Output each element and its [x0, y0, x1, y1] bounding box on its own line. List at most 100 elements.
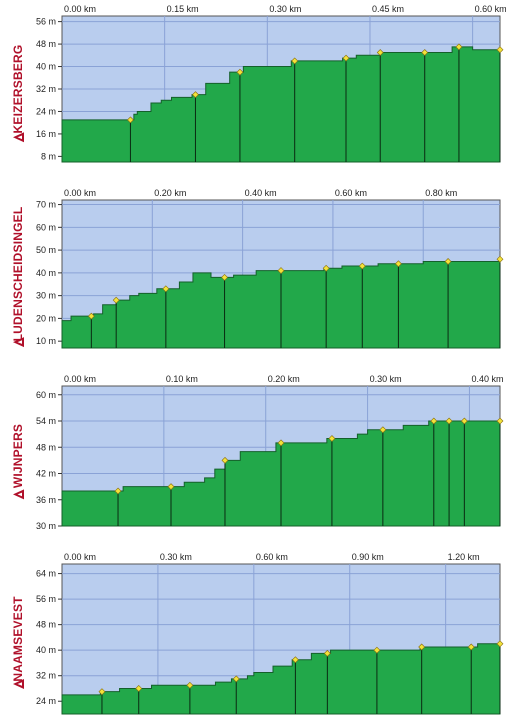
segment-marker — [342, 54, 350, 62]
segment-marker — [112, 296, 120, 304]
segment-marker — [496, 255, 504, 263]
climb-name-text: WIJNPERS — [11, 424, 25, 488]
route-logo-icon-inner — [17, 135, 22, 140]
y-tick-label: 48 m — [36, 442, 56, 452]
x-tick-label: 0.30 km — [160, 552, 192, 562]
y-tick-label: 32 m — [36, 671, 56, 681]
segment-marker — [87, 312, 95, 320]
x-tick-label: 0.10 km — [166, 374, 198, 384]
segment-marker — [127, 116, 134, 124]
x-tick-label: 0.00 km — [64, 4, 96, 14]
route-logo-icon-inner — [17, 492, 22, 497]
y-tick-label: 8 m — [41, 151, 56, 161]
elevation-area — [61, 46, 501, 163]
segment-marker — [323, 649, 331, 657]
y-tick-label: 50 m — [36, 245, 56, 255]
segment-marker — [277, 439, 285, 447]
x-tick-label: 0.40 km — [471, 374, 503, 384]
y-tick-label: 24 m — [36, 106, 56, 116]
segment-marker — [98, 688, 106, 696]
y-tick-label: 24 m — [36, 696, 56, 706]
segment-marker — [460, 417, 468, 425]
y-tick-label: 48 m — [36, 620, 56, 630]
segment-marker — [358, 262, 366, 270]
segment-marker — [162, 285, 170, 293]
route-logo-icon-inner — [17, 340, 22, 344]
y-tick-label: 32 m — [36, 84, 56, 94]
x-tick-label: 0.15 km — [167, 4, 199, 14]
segment-marker — [221, 456, 229, 464]
segment-marker — [444, 258, 452, 265]
climb-name-text: NAAMSEVEST — [11, 596, 25, 682]
y-tick-label: 56 m — [36, 17, 56, 27]
y-tick-label: 30 m — [36, 291, 56, 301]
route-logo-icon-inner — [17, 682, 22, 686]
y-tick-label: 40 m — [36, 62, 56, 72]
y-tick-label: 10 m — [36, 336, 56, 346]
x-tick-label: 0.60 km — [335, 188, 367, 198]
climb-name-label: WIJNPERS — [11, 424, 25, 500]
segment-marker — [455, 43, 463, 51]
segment-marker — [373, 646, 381, 654]
climb-name-text: KEIZERSBERG — [11, 45, 25, 134]
segment-marker — [496, 640, 504, 648]
x-tick-label: 0.90 km — [352, 552, 384, 562]
segment-marker — [496, 46, 504, 54]
y-tick-label: 64 m — [36, 569, 56, 579]
segment-marker — [376, 49, 384, 56]
x-tick-label: 0.30 km — [370, 374, 402, 384]
segment-marker — [445, 417, 453, 425]
y-tick-label: 70 m — [36, 200, 56, 210]
segment-marker — [379, 426, 387, 434]
y-tick-label: 42 m — [36, 469, 56, 479]
elevation-chart-wijnpers: 0.00 km 0.10 km 0.20 km 0.30 km 0.40 km 60 m 5… — [11, 374, 504, 531]
y-tick-label: 60 m — [36, 390, 56, 400]
elevation-chart-ludenscheidsingel: 0.00 km 0.20 km 0.40 km 0.60 km 0.80 km 70 m 6… — [11, 188, 504, 349]
elevation-chart-keizersberg: 0.00 km 0.15 km 0.30 km 0.45 km 0.60 km 56 m 4… — [11, 4, 506, 163]
y-tick-label: 16 m — [36, 129, 56, 139]
x-tick-label: 0.30 km — [269, 4, 301, 14]
x-tick-label: 0.45 km — [372, 4, 404, 14]
x-tick-label: 0.00 km — [64, 552, 96, 562]
x-tick-label: 0.80 km — [425, 188, 457, 198]
climb-name-text: LUDENSCHEIDSINGEL — [11, 207, 25, 342]
y-tick-label: 56 m — [36, 594, 56, 604]
x-tick-label: 0.20 km — [154, 188, 186, 198]
y-tick-label: 30 m — [36, 521, 56, 531]
elevation-area — [61, 643, 501, 715]
x-tick-label: 0.60 km — [256, 552, 288, 562]
segment-marker — [421, 49, 429, 56]
segment-marker — [114, 487, 122, 495]
climb-name-label: NAAMSEVEST — [11, 596, 25, 689]
segment-marker — [192, 91, 199, 99]
segment-marker — [430, 417, 438, 425]
segment-marker — [467, 643, 475, 651]
y-tick-label: 54 m — [36, 416, 56, 426]
y-tick-label: 20 m — [36, 313, 56, 323]
x-tick-label: 0.20 km — [268, 374, 300, 384]
segment-marker — [496, 417, 504, 425]
segment-marker — [291, 57, 299, 65]
segment-marker — [135, 685, 143, 692]
x-tick-label: 0.60 km — [475, 4, 506, 14]
climb-name-label: LUDENSCHEIDSINGEL — [11, 207, 25, 348]
y-tick-label: 36 m — [36, 495, 56, 505]
x-tick-label: 0.40 km — [245, 188, 277, 198]
segment-marker — [232, 675, 240, 683]
y-tick-label: 48 m — [36, 39, 56, 49]
x-tick-label: 0.00 km — [64, 188, 96, 198]
segment-marker — [236, 68, 244, 76]
elevation-chart-naamsevest: 0.00 km 0.30 km 0.60 km 0.90 km 1.20 km 64 m 5… — [11, 552, 504, 715]
segment-marker — [328, 435, 336, 442]
segment-marker — [186, 681, 194, 689]
x-tick-label: 1.20 km — [448, 552, 480, 562]
segment-marker — [221, 273, 228, 281]
climb-name-label: KEIZERSBERG — [11, 45, 25, 143]
y-tick-label: 60 m — [36, 222, 56, 232]
segment-marker — [291, 656, 299, 664]
segment-marker — [322, 264, 330, 272]
y-tick-label: 40 m — [36, 645, 56, 655]
segment-marker — [418, 643, 426, 651]
segment-marker — [394, 260, 402, 268]
x-tick-label: 0.00 km — [64, 374, 96, 384]
